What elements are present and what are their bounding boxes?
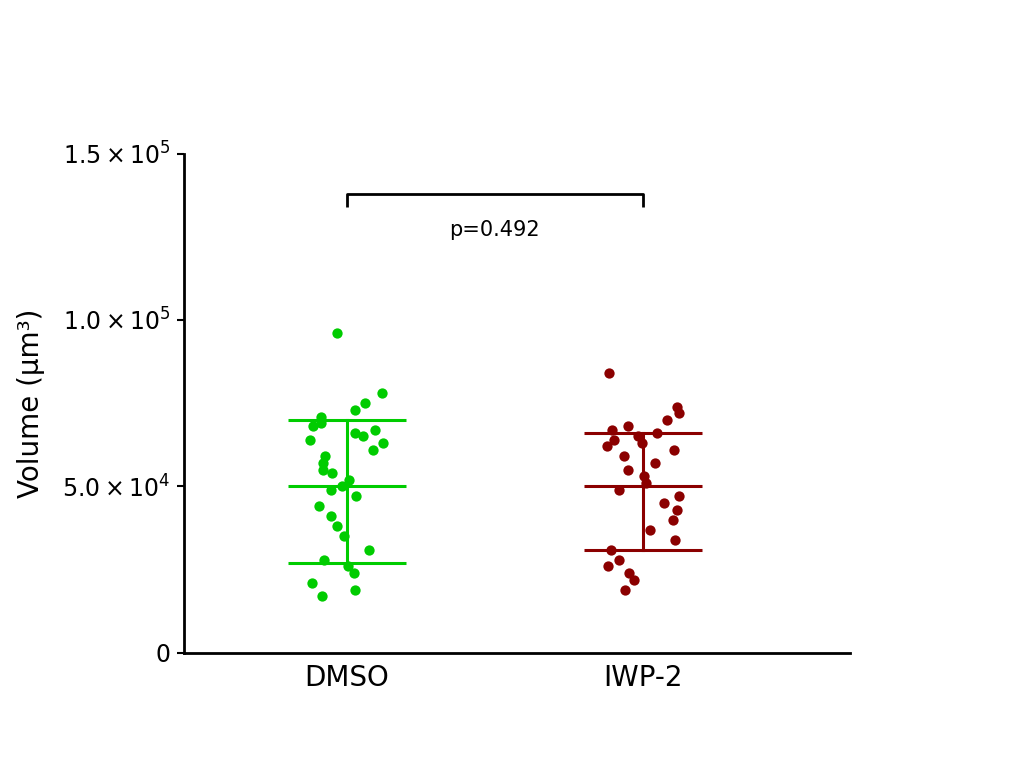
Point (365, 444, 381, 456)
Point (669, 400, 685, 412)
Point (312, 410, 329, 422)
Point (604, 424, 621, 436)
Point (642, 524, 658, 536)
Point (667, 534, 683, 546)
Point (346, 427, 362, 439)
Point (375, 437, 391, 449)
Point (347, 584, 364, 596)
Point (638, 477, 654, 489)
Point (671, 407, 687, 419)
Y-axis label: Volume (μm³): Volume (μm³) (17, 309, 45, 498)
Point (302, 434, 318, 446)
Text: p=0.492: p=0.492 (450, 220, 541, 240)
Point (336, 530, 352, 542)
Point (671, 490, 687, 502)
Point (601, 367, 617, 379)
Point (599, 440, 615, 452)
Point (667, 444, 683, 456)
Point (669, 504, 685, 516)
Point (329, 520, 345, 532)
Point (634, 437, 650, 449)
Point (620, 420, 636, 432)
Point (649, 427, 666, 439)
Point (323, 484, 339, 496)
Point (611, 554, 628, 566)
Point (360, 544, 377, 556)
Point (304, 577, 321, 589)
Point (324, 467, 340, 479)
Point (341, 474, 357, 486)
Point (314, 464, 331, 476)
Point (610, 484, 627, 496)
Point (374, 387, 390, 399)
Point (603, 544, 620, 556)
Point (356, 397, 373, 409)
Point (346, 567, 362, 579)
Point (636, 470, 652, 482)
Point (600, 560, 616, 572)
Point (647, 457, 664, 469)
Point (665, 514, 681, 526)
Point (316, 450, 333, 462)
Point (622, 567, 638, 579)
Point (334, 480, 350, 492)
Point (626, 574, 642, 586)
Point (616, 450, 633, 462)
Point (355, 430, 372, 442)
Point (311, 500, 328, 512)
Point (312, 417, 329, 429)
Point (315, 554, 332, 566)
Point (314, 457, 331, 469)
Point (621, 464, 637, 476)
Point (329, 327, 345, 339)
Point (617, 584, 634, 596)
Point (347, 490, 364, 502)
Point (323, 510, 339, 522)
Point (655, 497, 672, 509)
Point (630, 430, 646, 442)
Point (305, 420, 322, 432)
Point (367, 424, 383, 436)
Point (313, 590, 330, 602)
Point (658, 414, 675, 426)
Point (340, 560, 356, 572)
Point (605, 434, 622, 446)
Point (346, 404, 362, 416)
